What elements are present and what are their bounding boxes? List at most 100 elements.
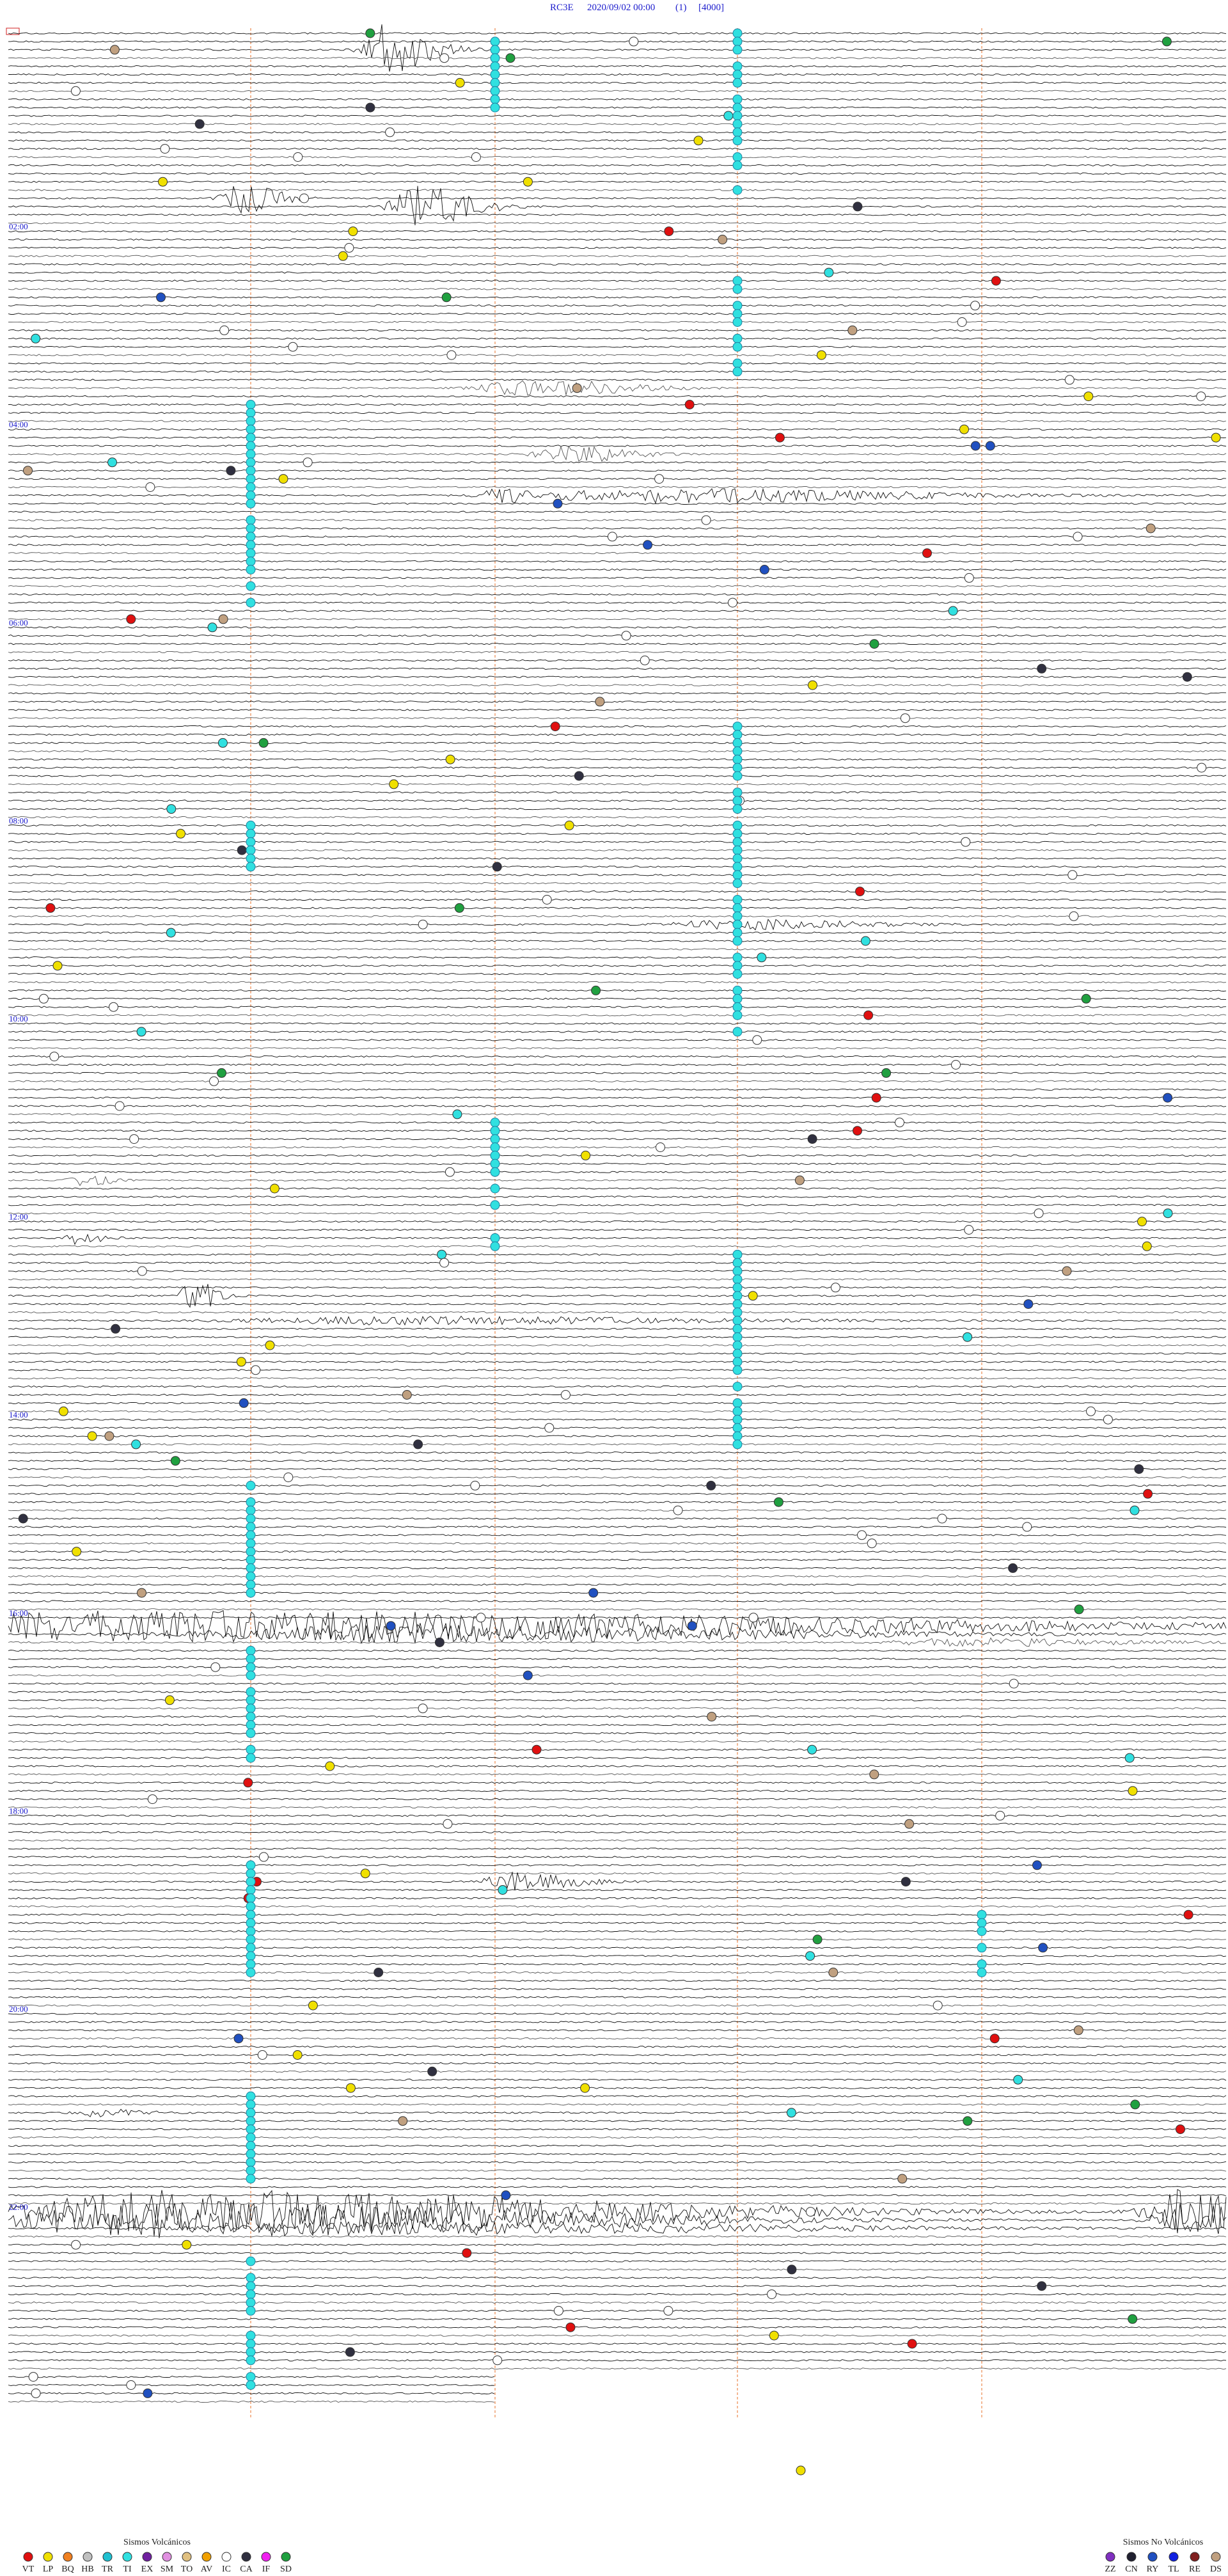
- trace: [8, 1196, 1227, 1198]
- legend-label: IF: [262, 2564, 271, 2574]
- trace: [8, 1954, 1227, 1957]
- cyan-marker: [490, 77, 500, 88]
- legend-label: CA: [240, 2564, 253, 2574]
- cyan-marker: [732, 1423, 743, 1433]
- trace: [8, 2153, 1227, 2156]
- trace: [8, 1369, 1227, 1371]
- legend-label: CN: [1125, 2564, 1137, 2574]
- event-marker: [948, 606, 958, 616]
- cyan-marker: [977, 1926, 987, 1936]
- trace: [8, 1088, 1227, 1091]
- event-marker: [805, 1951, 815, 1961]
- trace: [8, 1930, 1227, 1932]
- cyan-marker: [732, 845, 743, 855]
- event-marker: [707, 1712, 717, 1722]
- cyan-marker: [246, 2330, 256, 2341]
- trace: [8, 2169, 1227, 2172]
- trace: [8, 642, 1227, 645]
- time-label: 20:00: [9, 2004, 28, 2014]
- cyan-marker: [732, 870, 743, 880]
- event-marker: [805, 2207, 815, 2217]
- trace: [8, 1460, 1227, 1462]
- trace: [8, 312, 1227, 315]
- event-markers: [18, 28, 1221, 2398]
- trace: [8, 709, 1227, 711]
- event-marker: [728, 597, 737, 608]
- cyan-marker: [246, 2355, 256, 2366]
- trace: [8, 667, 1227, 670]
- cyan-marker: [246, 2273, 256, 2283]
- cyan-marker: [732, 152, 743, 162]
- cyan-marker: [732, 301, 743, 311]
- trace: [8, 123, 1227, 125]
- event-marker: [807, 1134, 817, 1144]
- event-marker: [1134, 1464, 1144, 1474]
- cyan-marker: [490, 61, 500, 72]
- trace: [8, 2012, 1227, 2015]
- trace: [8, 1484, 1227, 1487]
- event-marker: [654, 474, 665, 484]
- cyan-marker: [732, 746, 743, 756]
- cyan-marker: [732, 1315, 743, 1325]
- event-marker: [1022, 1522, 1032, 1532]
- cyan-marker: [732, 828, 743, 839]
- trace: [8, 106, 1227, 109]
- event-marker: [87, 1431, 97, 1441]
- cyan-marker: [732, 36, 743, 47]
- event-marker: [1183, 1909, 1193, 1920]
- trace: [8, 1905, 1227, 1908]
- cyan-marker: [246, 1579, 256, 1590]
- trace: [8, 502, 1227, 505]
- trace: [8, 890, 1227, 893]
- legend-swatch: [162, 2552, 172, 2562]
- event-marker: [288, 342, 298, 352]
- event-marker: [907, 2339, 917, 2349]
- trace: [8, 552, 1227, 555]
- cyan-marker: [246, 1522, 256, 1532]
- cyan-marker: [246, 853, 256, 864]
- cyan-marker: [246, 1563, 256, 1573]
- event-marker: [258, 1852, 269, 1862]
- event-marker: [237, 845, 247, 855]
- event-marker: [629, 36, 639, 47]
- cyan-marker: [246, 457, 256, 468]
- trace: [8, 2053, 1227, 2057]
- cyan-marker: [732, 1299, 743, 1309]
- trace: [8, 997, 1227, 1000]
- event-marker: [445, 754, 455, 764]
- cyan-marker: [246, 1654, 256, 1664]
- trace: [8, 2243, 1227, 2246]
- trace: [8, 2078, 1227, 2081]
- trace: [8, 2108, 1227, 2117]
- cyan-marker: [490, 53, 500, 63]
- cyan-marker: [246, 1530, 256, 1540]
- event-marker: [385, 127, 395, 138]
- cyan-marker: [246, 1959, 256, 1970]
- event-marker: [427, 2066, 437, 2076]
- cyan-marker: [732, 993, 743, 1004]
- trace: [8, 940, 1227, 942]
- event-marker: [145, 482, 155, 492]
- trace: [8, 436, 1227, 439]
- event-marker: [49, 1052, 59, 1062]
- event-marker: [107, 457, 117, 468]
- trace: [8, 1550, 1227, 1553]
- trace: [8, 519, 1227, 521]
- trace: [8, 807, 1227, 810]
- cyan-marker: [732, 985, 743, 995]
- time-label: 18:00: [9, 1806, 28, 1815]
- time-label: 16:00: [9, 1608, 28, 1618]
- cyan-marker: [490, 70, 500, 79]
- event-marker: [1034, 1208, 1044, 1219]
- cyan-marker: [490, 1183, 500, 1194]
- trace: [8, 238, 1227, 241]
- trace: [8, 345, 1227, 348]
- trace: [8, 1176, 1227, 1187]
- trace: [8, 791, 1227, 794]
- trace: [8, 1558, 1227, 1561]
- cyan-marker: [246, 466, 256, 476]
- trace: [8, 2029, 1227, 2032]
- event-marker: [1009, 1679, 1019, 1689]
- event-marker: [38, 993, 49, 1004]
